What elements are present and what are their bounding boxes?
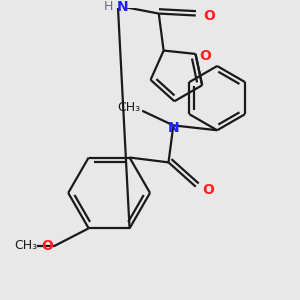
Text: O: O	[202, 183, 214, 196]
Text: O: O	[199, 49, 211, 63]
Text: O: O	[203, 10, 215, 23]
Text: H: H	[103, 0, 113, 13]
Text: N: N	[117, 0, 129, 14]
Text: CH₃: CH₃	[14, 239, 37, 252]
Text: O: O	[41, 239, 53, 253]
Text: N: N	[168, 121, 179, 135]
Text: CH₃: CH₃	[117, 101, 140, 114]
